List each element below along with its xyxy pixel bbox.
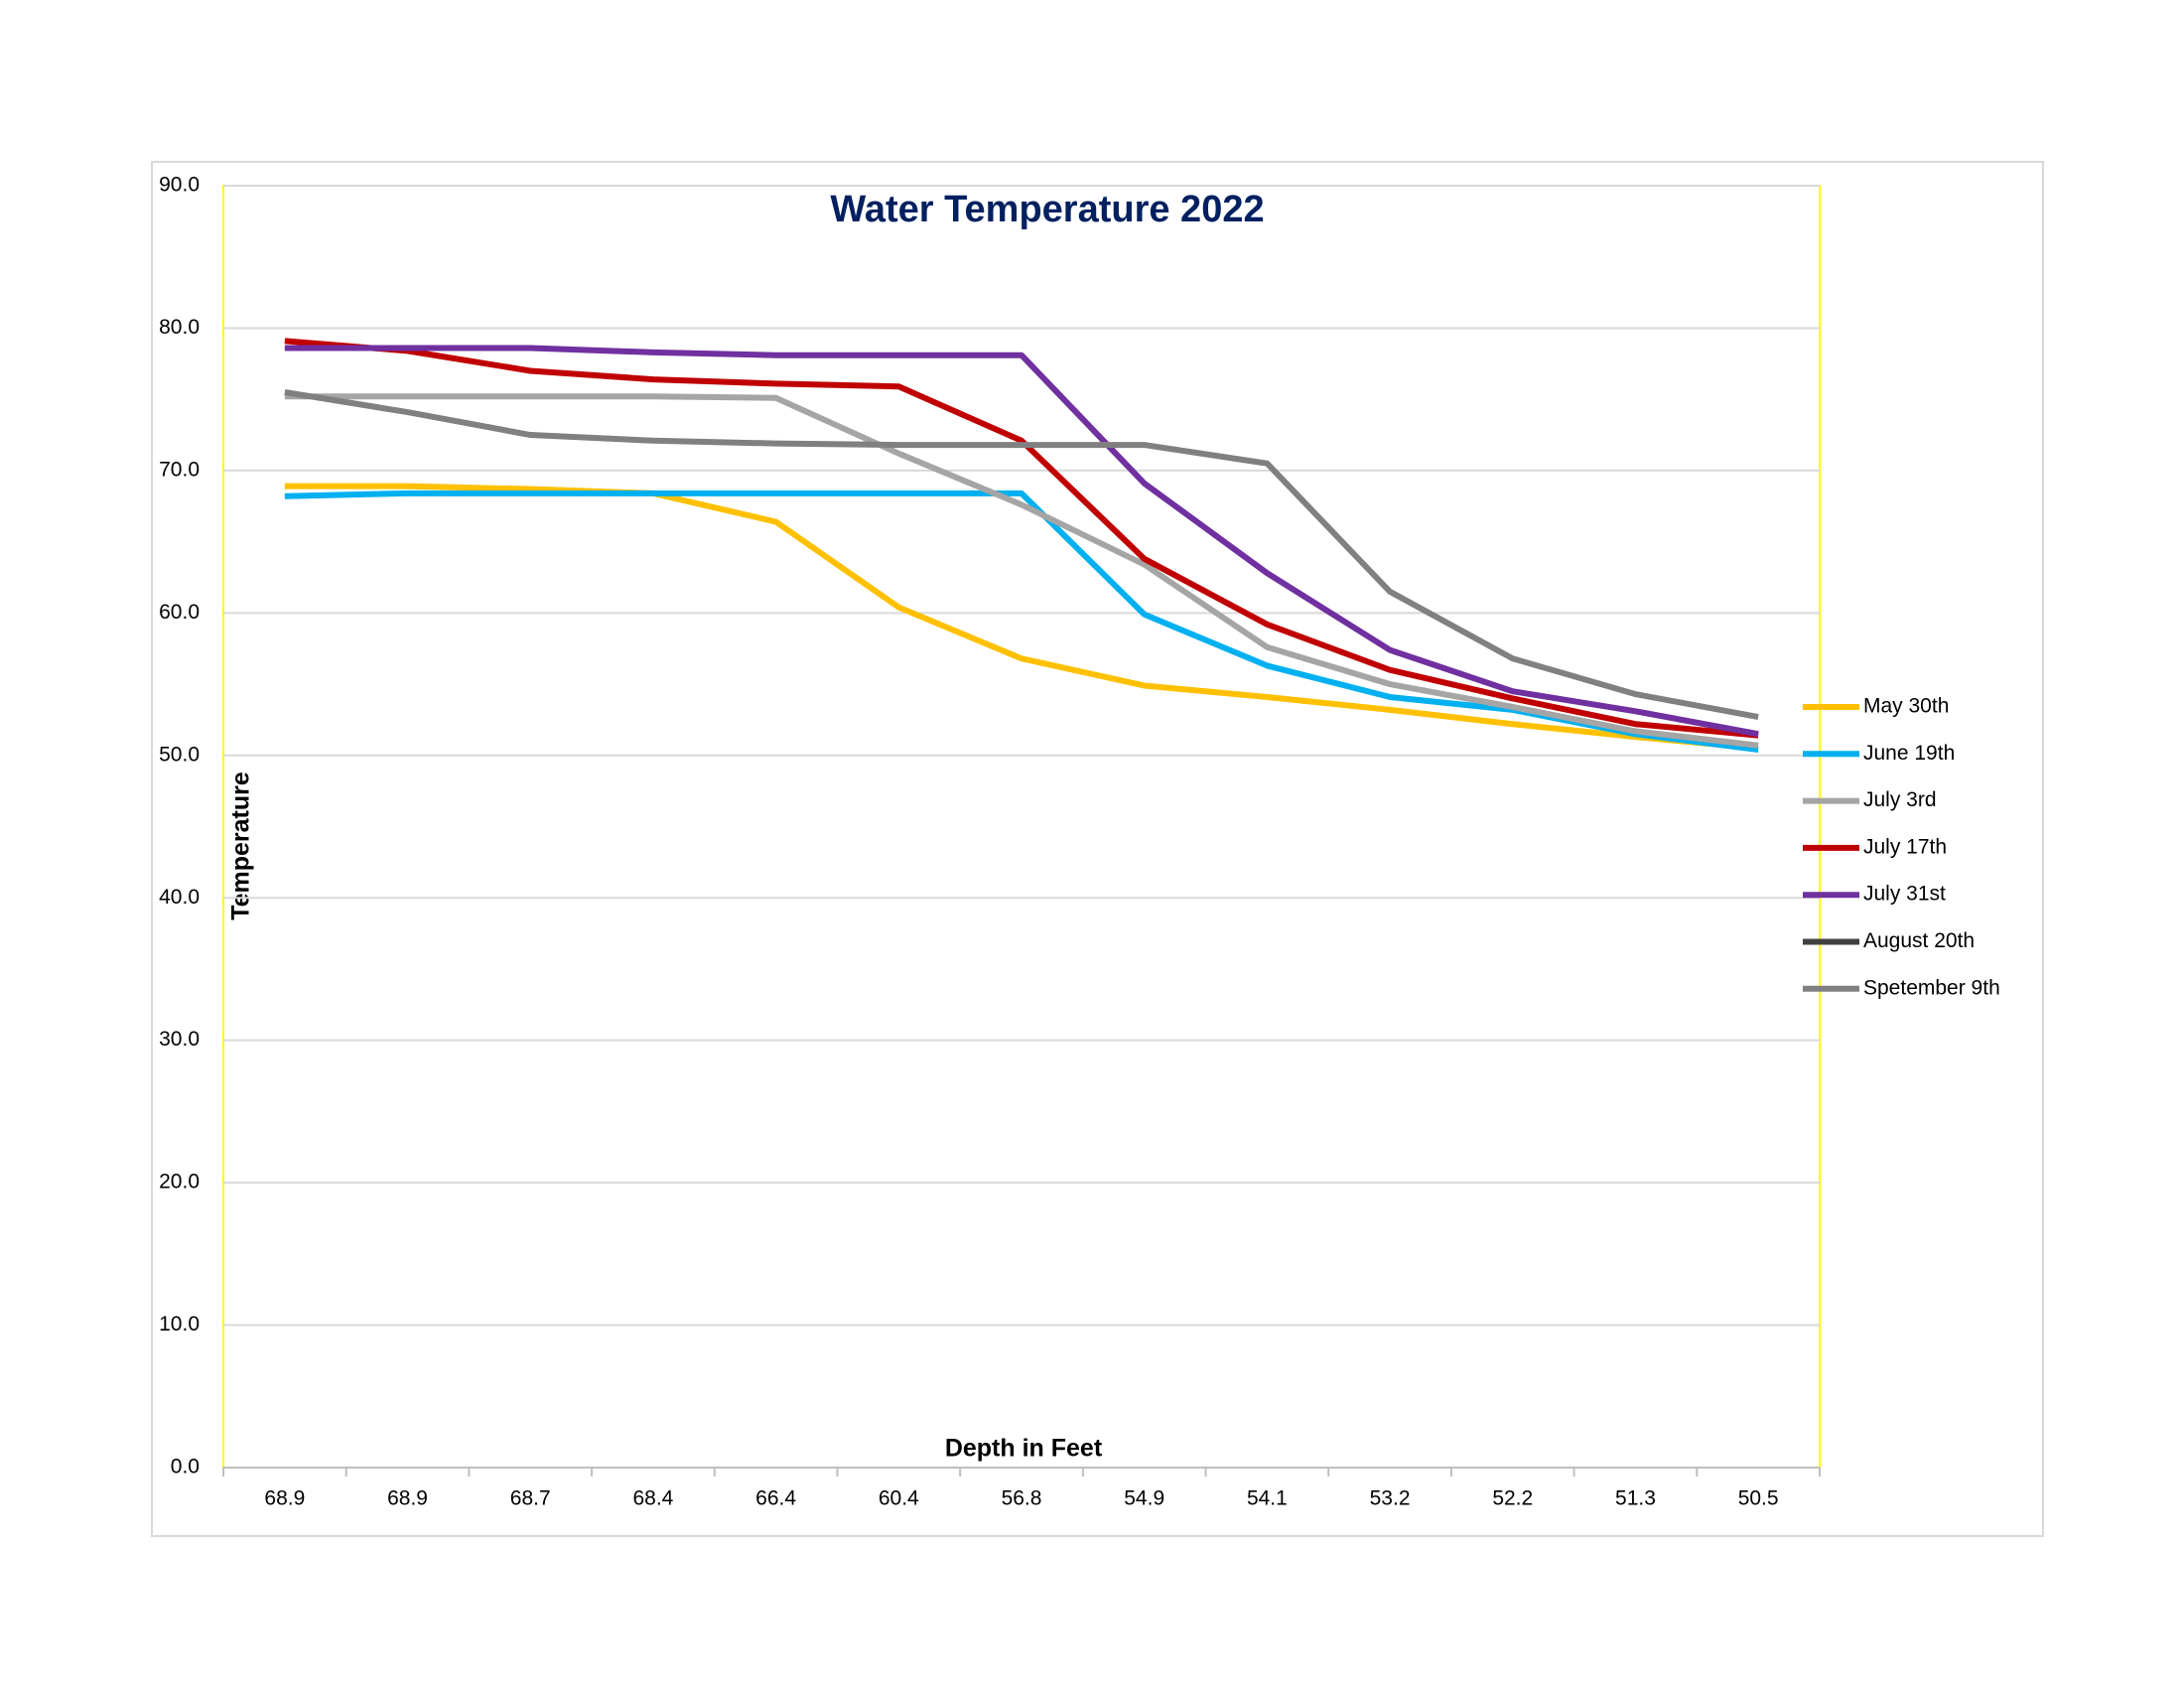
legend-label: July 17th <box>1863 835 1947 858</box>
y-tick-label: 80.0 <box>159 316 200 339</box>
y-tick-label: 60.0 <box>159 601 200 624</box>
x-tick-label: 60.4 <box>879 1487 919 1510</box>
legend-label: July 31st <box>1863 883 1946 906</box>
x-tick-label: 50.5 <box>1738 1487 1779 1510</box>
x-tick-label: 66.4 <box>755 1487 796 1510</box>
legend-label: June 19th <box>1863 742 1955 765</box>
y-tick-label: 30.0 <box>159 1028 200 1051</box>
x-tick-label: 54.9 <box>1124 1487 1164 1510</box>
x-tick-label: 68.4 <box>632 1487 673 1510</box>
y-tick-label: 70.0 <box>159 458 200 481</box>
series-line <box>284 389 1759 720</box>
y-tick-label: 40.0 <box>159 886 200 909</box>
x-tick-label: 53.2 <box>1370 1487 1411 1510</box>
series-line <box>284 345 1759 738</box>
legend-label: August 20th <box>1863 929 1975 952</box>
x-tick-label: 68.7 <box>510 1487 551 1510</box>
legend-label: July 3rd <box>1863 788 1937 811</box>
x-tick-label: 56.8 <box>1002 1487 1042 1510</box>
chart-title: Water Temperature 2022 <box>830 189 1264 230</box>
x-tick-label: 51.3 <box>1615 1487 1656 1510</box>
series-line <box>284 483 1759 752</box>
y-tick-label: 20.0 <box>159 1171 200 1194</box>
series-line <box>284 393 1759 749</box>
legend-label: Spetember 9th <box>1863 976 2000 999</box>
x-tick-label: 68.9 <box>264 1487 305 1510</box>
x-tick-label: 68.9 <box>387 1487 428 1510</box>
x-axis-title: Depth in Feet <box>945 1435 1103 1463</box>
x-tick-label: 54.1 <box>1247 1487 1288 1510</box>
y-axis-title: Temperature <box>227 772 255 920</box>
chart-border <box>151 161 2044 1537</box>
y-tick-label: 0.0 <box>171 1456 200 1478</box>
x-tick-label: 52.2 <box>1492 1487 1533 1510</box>
y-tick-label: 10.0 <box>159 1313 200 1336</box>
y-tick-label: 50.0 <box>159 743 200 766</box>
y-tick-label: 90.0 <box>159 174 200 197</box>
legend-label: May 30th <box>1863 695 1949 718</box>
series-line <box>284 338 1759 739</box>
